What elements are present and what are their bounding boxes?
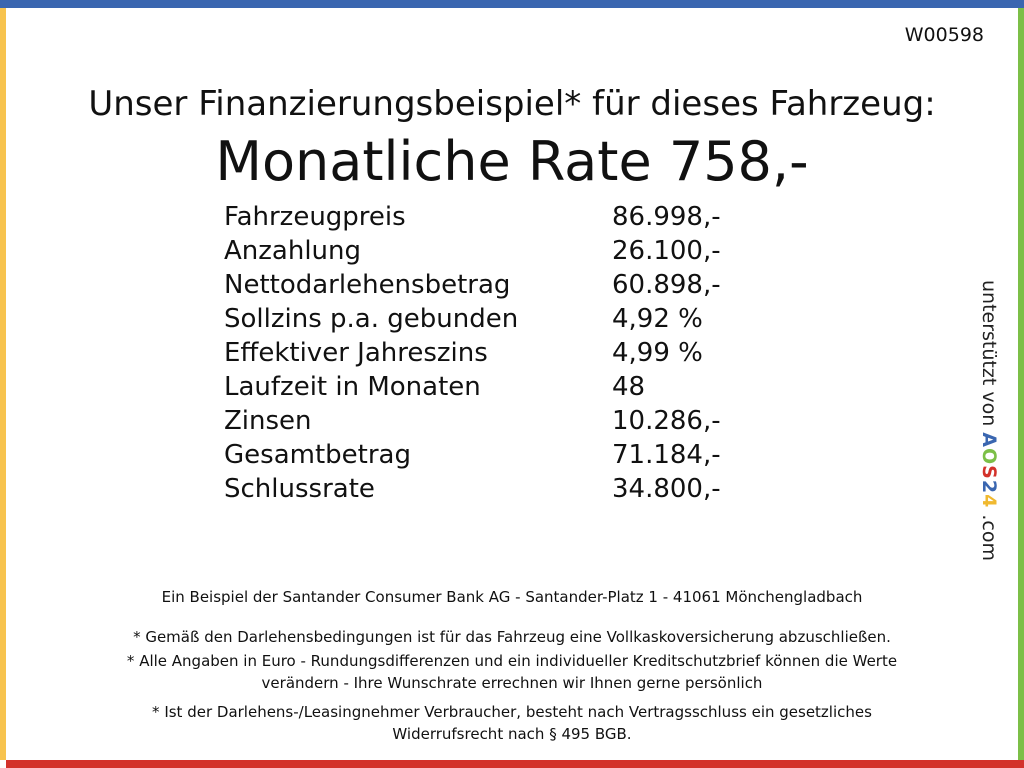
table-row: Zinsen 10.286,- — [224, 404, 721, 438]
table-row: Gesamtbetrag 71.184,- — [224, 438, 721, 472]
row-value: 4,99 % — [612, 338, 703, 368]
row-label: Anzahlung — [224, 236, 362, 266]
row-label: Fahrzeugpreis — [224, 202, 406, 232]
row-label: Laufzeit in Monaten — [224, 372, 481, 402]
table-row: Fahrzeugpreis 86.998,- — [224, 200, 721, 234]
supported-by-text: unterstützt von — [978, 280, 1000, 433]
finance-table: Fahrzeugpreis 86.998,- Anzahlung 26.100,- … — [224, 200, 721, 506]
right-border — [1018, 8, 1024, 760]
table-row: Laufzeit in Monaten 48 — [224, 370, 721, 404]
row-value: 10.286,- — [612, 406, 721, 436]
row-label: Effektiver Jahreszins — [224, 338, 488, 368]
table-row: Nettodarlehensbetrag 60.898,- — [224, 268, 721, 302]
table-row: Anzahlung 26.100,- — [224, 234, 721, 268]
aos24-logo: AOS24 — [978, 432, 1000, 509]
row-value: 4,92 % — [612, 304, 703, 334]
row-label: Sollzins p.a. gebunden — [224, 304, 519, 334]
bottom-border — [6, 760, 1024, 768]
row-value: 71.184,- — [612, 440, 721, 470]
note-withdrawal: * Ist der Darlehens-/Leasingnehmer Verbr… — [152, 703, 872, 743]
row-value: 86.998,- — [612, 202, 721, 232]
row-label: Zinsen — [224, 406, 312, 436]
row-label: Gesamtbetrag — [224, 440, 411, 470]
table-row: Schlussrate 34.800,- — [224, 472, 721, 506]
row-value: 60.898,- — [612, 270, 721, 300]
headline: Unser Finanzierungsbeispiel* für dieses … — [88, 84, 936, 124]
vehicle-code: W00598 — [904, 24, 984, 46]
supported-by-domain: .com — [978, 514, 1000, 561]
row-value: 26.100,- — [612, 236, 721, 266]
table-row: Effektiver Jahreszins 4,99 % — [224, 336, 721, 370]
row-label: Schlussrate — [224, 474, 375, 504]
note-euro: * Alle Angaben in Euro - Rundungsdiffere… — [126, 652, 898, 692]
monthly-rate: Monatliche Rate 758,- — [215, 130, 809, 193]
bank-info: Ein Beispiel der Santander Consumer Bank… — [161, 588, 863, 606]
row-value: 48 — [612, 372, 646, 402]
left-border — [0, 8, 6, 760]
supported-by: unterstützt von AOS24 .com — [978, 280, 1000, 561]
row-label: Nettodarlehensbetrag — [224, 270, 511, 300]
top-border — [0, 0, 1024, 8]
row-value: 34.800,- — [612, 474, 721, 504]
table-row: Sollzins p.a. gebunden 4,92 % — [224, 302, 721, 336]
note-insurance: * Gemäß den Darlehensbedingungen ist für… — [133, 628, 891, 646]
